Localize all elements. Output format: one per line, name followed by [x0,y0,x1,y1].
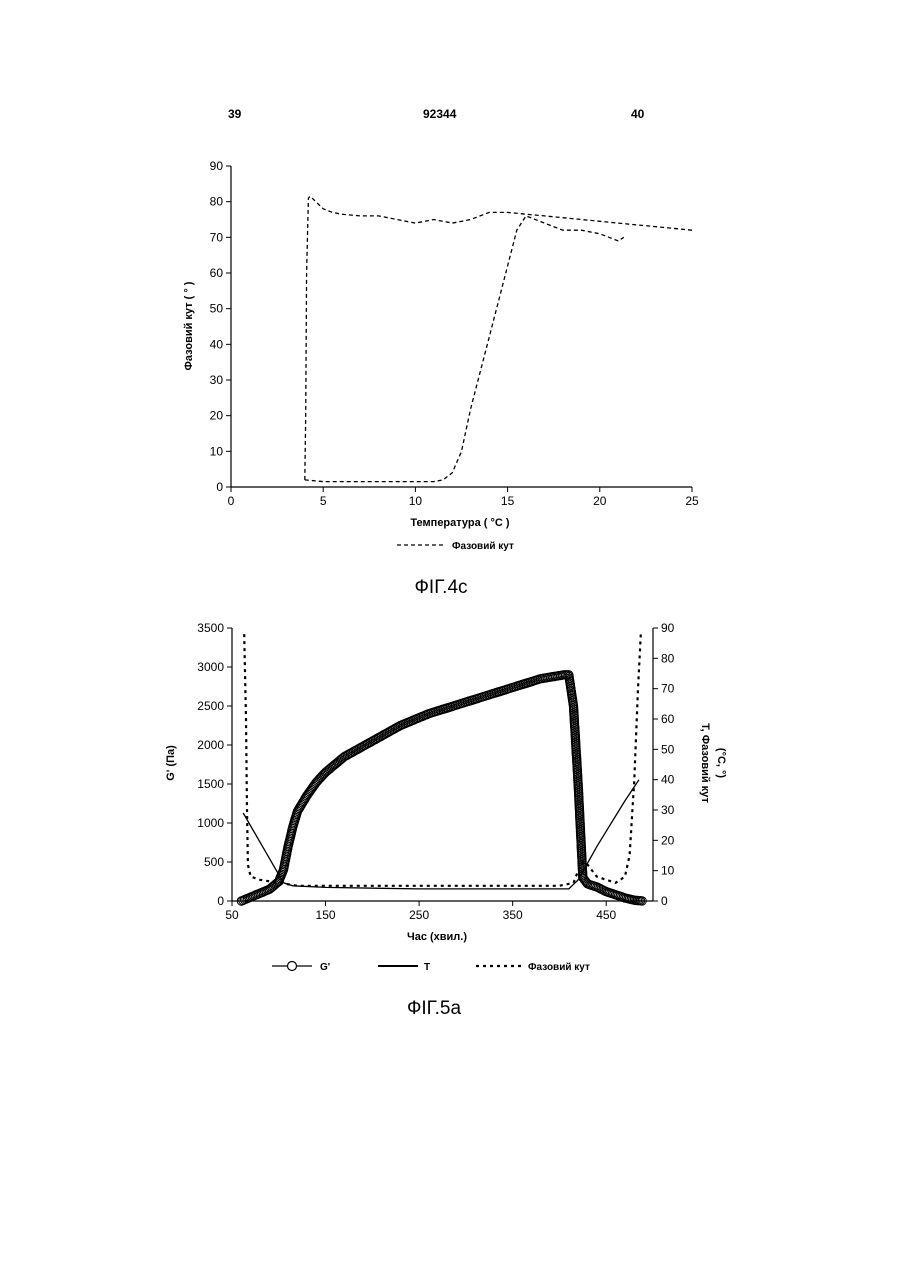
figure-caption-5a: ФІГ.5а [407,998,462,1019]
series-line-1 [305,196,692,480]
y-tick-label-left: 500 [204,855,224,869]
x-axis-label: Температура ( °C ) [410,517,510,529]
y-axis-label: Фазовий кут ( ° ) [183,281,195,370]
y-axis-label-right: T, Фазовий кут [699,723,711,803]
y-tick-label: 20 [210,409,224,423]
y-tick-label: 60 [210,266,224,280]
legend-marker-g-prime [288,962,297,971]
storage-modulus-time-chart: 0 500 1000 1500 2000 2500 3000 3500 0 10 20 30 40 50 6… [0,610,901,1030]
y-tick-label: 70 [210,230,224,244]
y-tick-label: 0 [216,480,223,494]
y-tick-label: 40 [210,337,224,351]
x-tick-label: 20 [593,494,607,508]
x-tick-label: 15 [501,494,515,508]
x-axis-label: Час (хвил.) [407,931,467,943]
x-tick-label: 10 [409,494,423,508]
y-axis-label-left: G' (Па) [165,745,177,781]
y-tick-label: 10 [210,444,224,458]
phase-angle-temperature-chart: 0 10 20 30 40 50 60 70 80 90 0 5 10 15 20 25 Фазовий ку… [0,0,901,620]
x-tick-label: 50 [225,908,239,922]
series-g-prime [237,671,646,906]
y-tick-label-right: 50 [661,742,675,756]
y-tick-label-left: 2500 [197,699,224,713]
y-tick-label-right: 10 [661,864,675,878]
y-tick-label-left: 0 [217,894,224,908]
y-tick-label-right: 60 [661,712,675,726]
legend-label-phase-angle: Фазовий кут [528,962,590,973]
x-tick-label: 150 [316,908,336,922]
y-tick-label-right: 40 [661,773,675,787]
x-tick-label: 350 [503,908,523,922]
figure-caption-4c: ФІГ.4с [414,577,467,598]
y-tick-label-left: 2000 [197,738,224,752]
legend: G' T Фазовий кут [272,962,590,974]
y-tick-label-right: 70 [661,682,675,696]
y-tick-label: 50 [210,302,224,316]
y-tick-label-left: 3500 [197,621,224,635]
y-tick-label: 30 [210,373,224,387]
y-tick-label-right: 90 [661,621,675,635]
legend-label-temperature: T [424,962,430,973]
legend-label-g-prime: G' [320,962,330,973]
y-tick-label-left: 3000 [197,660,224,674]
y-tick-label-left: 1500 [197,777,224,791]
x-tick-label: 0 [228,494,235,508]
x-tick-label: 25 [685,494,699,508]
y-tick-label: 90 [210,159,224,173]
x-tick-label: 450 [596,908,616,922]
y-tick-label: 80 [210,195,224,209]
y-axis-label-right-units: (°C, °) [715,748,727,779]
y-tick-label-right: 20 [661,833,675,847]
series-line-2 [305,216,624,482]
x-tick-label: 5 [320,494,327,508]
x-tick-label: 250 [409,908,429,922]
y-tick-label-left: 1000 [197,816,224,830]
y-tick-label-right: 80 [661,651,675,665]
y-tick-label-right: 0 [661,894,668,908]
legend-label-phase-angle: Фазовий кут [452,541,514,552]
y-tick-label-right: 30 [661,803,675,817]
